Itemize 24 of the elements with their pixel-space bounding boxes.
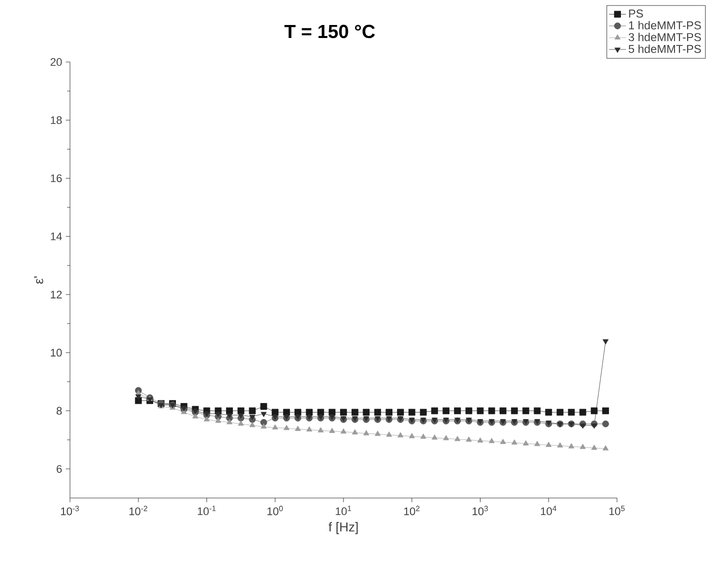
y-tick-label: 20: [50, 58, 62, 66]
y-tick-label: 16: [50, 174, 62, 182]
y-tick-label: 8: [56, 406, 62, 415]
x-axis-title: f [Hz]: [328, 522, 358, 534]
x-tick-label: 10$^{5}$: [609, 506, 625, 516]
x-tick-label: 10$^{-1}$: [198, 506, 216, 516]
chart-title: T = 150 °C: [284, 24, 375, 38]
x-tick-label: 10$^{1}$: [336, 506, 352, 516]
legend-label: PS: [629, 10, 643, 18]
y-tick-label: 12: [50, 290, 62, 298]
y-tick-label: 6: [56, 465, 62, 473]
x-tick-label: 10$^{2}$: [404, 506, 420, 516]
x-tick-label: 10$^{0}$: [267, 506, 283, 516]
legend-label: 5 hdeMMT-PS: [628, 44, 701, 53]
legend-label: 1 hdeMMT-PS: [629, 20, 701, 30]
y-tick-label: 10: [50, 348, 62, 357]
y-tick-label: 14: [50, 232, 62, 240]
x-tick-label: 10$^{4}$: [540, 506, 556, 516]
y-axis-title: ε': [34, 276, 44, 284]
x-tick-label: 10$^{-2}$: [129, 506, 148, 516]
legend-label: 3 hdeMMT-PS: [628, 32, 701, 42]
x-tick-label: 10$^{-3}$: [61, 506, 79, 516]
y-tick-label: 18: [50, 116, 62, 124]
x-tick-label: 10$^{3}$: [472, 506, 488, 516]
